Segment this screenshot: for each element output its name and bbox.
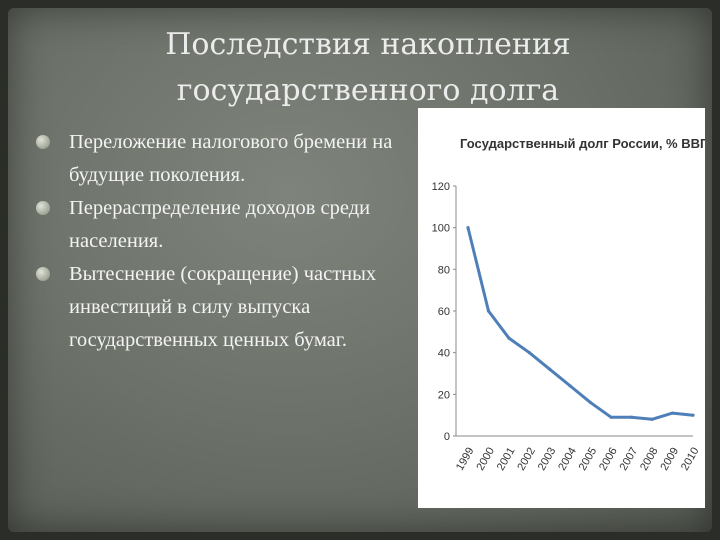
data-point <box>486 309 491 313</box>
y-tick-label: 80 <box>438 264 450 276</box>
data-point <box>568 384 572 388</box>
series-points <box>466 226 695 421</box>
debt-chart-svg: Государственный долг России, % ВВП 0 20 40… <box>432 136 705 473</box>
chart-title: Государственный долг России, % ВВП <box>460 136 705 151</box>
bullet-text: Вытеснение (сокращение) частных инвестиц… <box>69 263 377 351</box>
data-point <box>609 415 613 419</box>
bullet-text: Переложение налогового бремени на будущи… <box>69 131 393 186</box>
series-line <box>466 226 695 421</box>
slide-title: Последствия накопления государственного … <box>108 22 628 114</box>
y-tick-group: 0 20 40 60 80 100 120 <box>432 181 456 443</box>
bullet-list: Переложение налогового бремени на будущи… <box>32 126 412 357</box>
bullet-text: Перераспределение доходов среди населени… <box>69 197 371 252</box>
data-point <box>527 351 531 355</box>
x-tick-label: 2001 <box>495 446 518 473</box>
data-point <box>589 401 593 405</box>
bullet-item: Переложение налогового бремени на будущи… <box>32 126 412 192</box>
data-point <box>650 417 654 421</box>
bullet-item: Вытеснение (сокращение) частных инвестиц… <box>32 258 412 357</box>
data-point <box>548 367 552 371</box>
x-tick-label: 2007 <box>618 446 641 473</box>
x-tick-label: 2004 <box>556 446 579 473</box>
data-point <box>507 336 511 340</box>
data-point <box>691 413 695 417</box>
x-tick-group: 1999200020012002200320042005200620072008… <box>454 446 702 473</box>
bullet-dot-icon <box>36 267 50 281</box>
y-tick-label: 40 <box>438 348 450 360</box>
x-tick-label: 2008 <box>638 446 661 473</box>
bullet-dot-icon <box>36 201 50 215</box>
y-tick-label: 100 <box>432 223 450 235</box>
x-tick-label: 2002 <box>515 446 538 473</box>
title-line-1: Последствия накопления <box>165 27 571 62</box>
x-tick-label: 2000 <box>474 446 497 473</box>
title-line-2: государственного долга <box>176 73 560 108</box>
y-tick-label: 20 <box>438 389 450 401</box>
y-tick-label: 60 <box>438 306 450 318</box>
x-tick-label: 2003 <box>536 446 559 473</box>
bullet-dot-icon <box>36 135 50 149</box>
x-tick-label: 2005 <box>577 446 600 473</box>
y-tick-label: 0 <box>444 431 450 443</box>
x-tick-label: 1999 <box>454 446 477 473</box>
y-tick-label: 120 <box>432 181 450 193</box>
data-point <box>466 226 470 230</box>
x-tick-label: 2006 <box>597 446 620 473</box>
bullet-item: Перераспределение доходов среди населени… <box>32 192 412 258</box>
data-point <box>630 415 634 419</box>
debt-chart: Государственный долг России, % ВВП 0 20 40… <box>418 108 705 508</box>
data-point <box>670 411 675 415</box>
x-tick-label: 2010 <box>679 446 702 473</box>
x-tick-label: 2009 <box>659 446 682 473</box>
